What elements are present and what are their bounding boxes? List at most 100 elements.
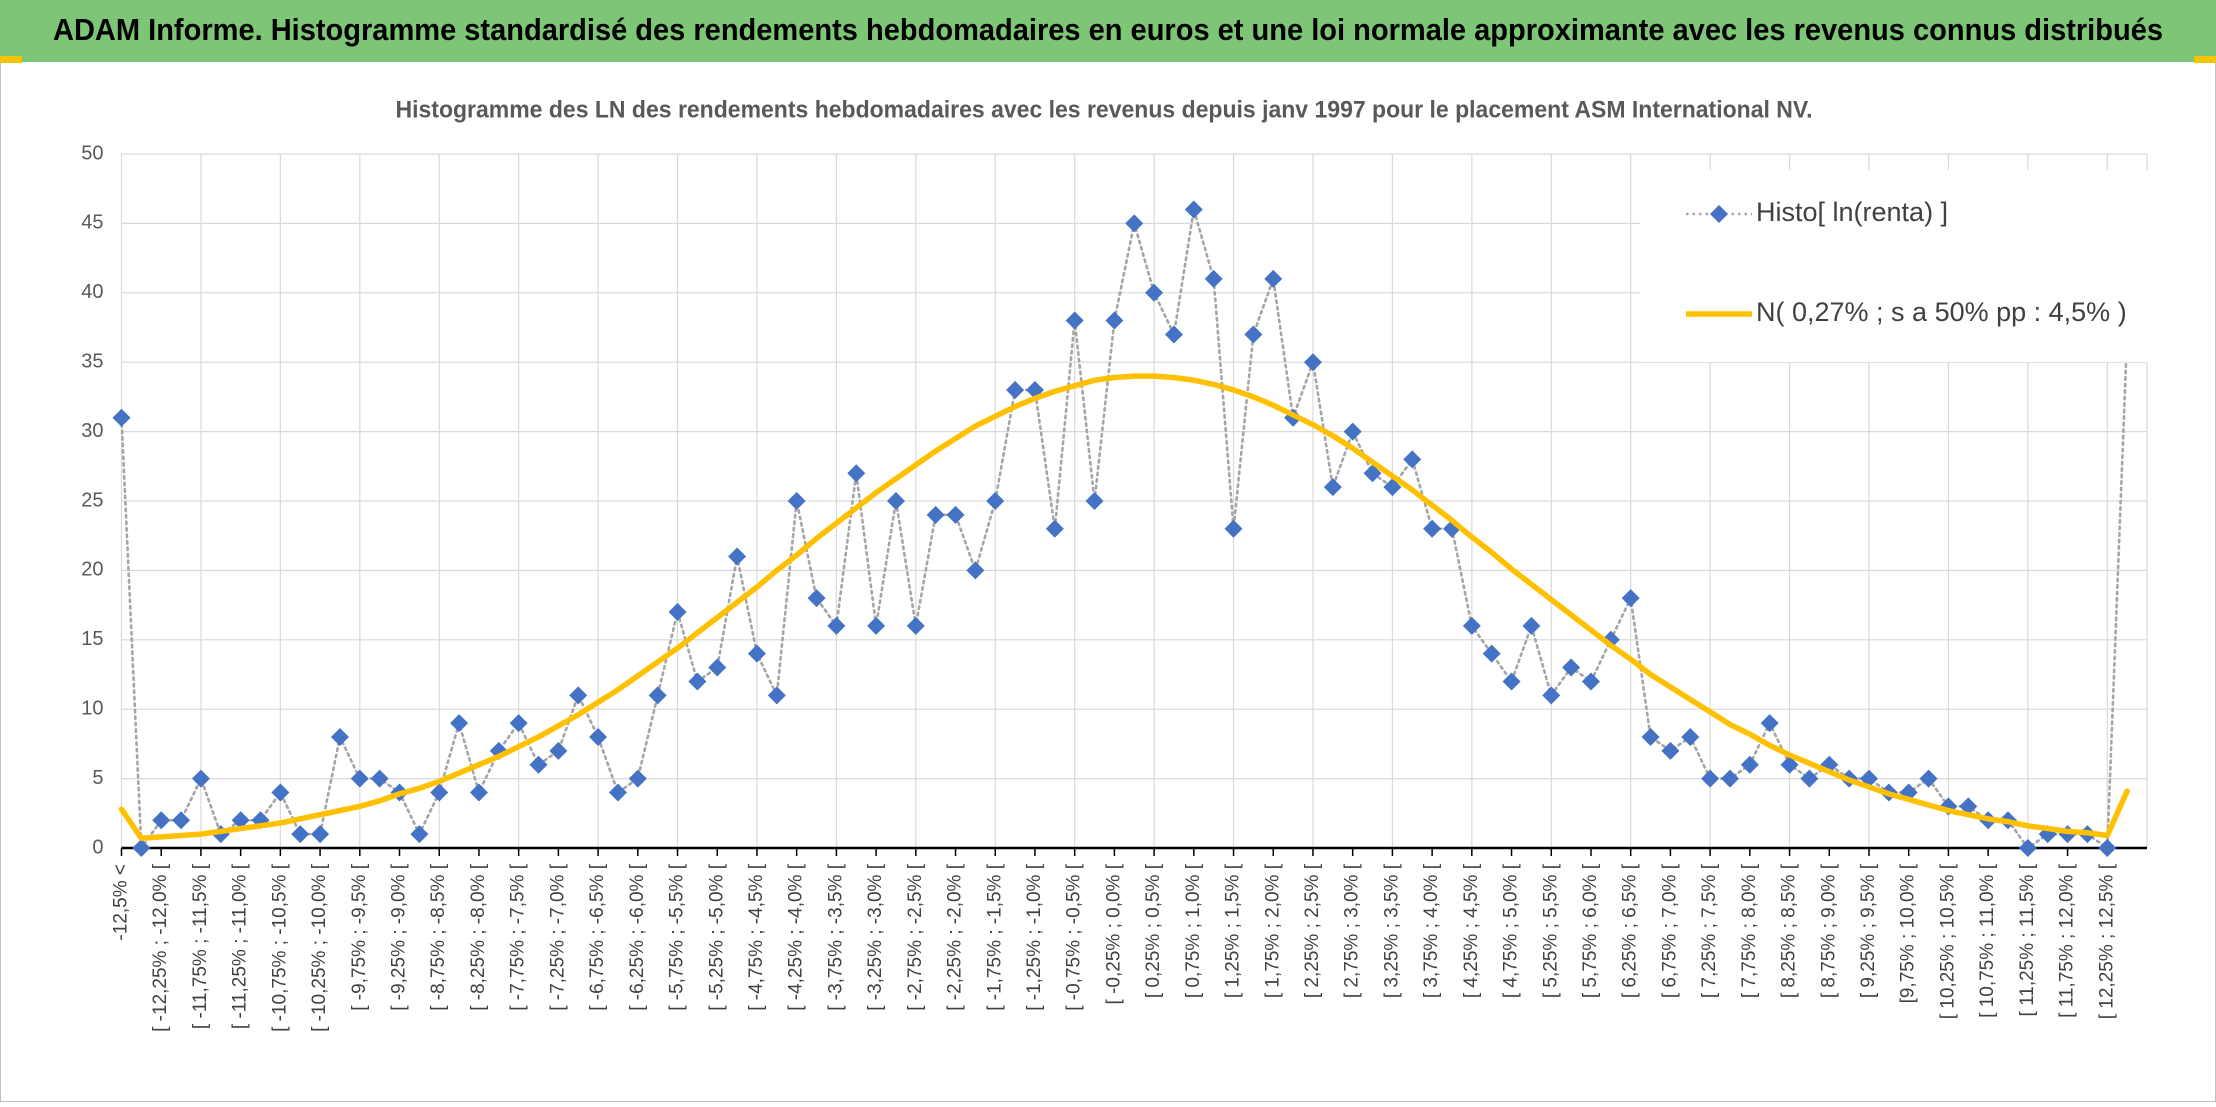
data-point (608, 783, 627, 802)
data-point (2098, 839, 2117, 857)
data-point (172, 811, 191, 830)
data-point (668, 603, 687, 622)
data-point (1105, 311, 1124, 330)
x-tick-label: [ 6,25% ; 6,5% [ (1620, 863, 1641, 998)
legend-box (1640, 170, 2212, 362)
y-tick-label: 30 (81, 420, 103, 442)
data-point (767, 686, 786, 705)
y-tick-label: 20 (81, 559, 103, 581)
x-tick-label: [ 0,25% ; 0,5% [ (1143, 863, 1164, 998)
x-tick-label: [ -0,25% ; 0,0% [ (1103, 863, 1124, 1004)
x-tick-label: [9,75% ; 10,0% [ (1898, 863, 1919, 1003)
data-point (926, 505, 945, 524)
x-tick-label: [ 1,25% ; 1,5% [ (1223, 863, 1244, 998)
data-point (1959, 797, 1978, 816)
x-tick-label: [ 7,75% ; 8,0% [ (1739, 863, 1760, 998)
data-point (1681, 727, 1700, 746)
x-tick-label: [ -0,75% ; -0,5% [ (1064, 863, 1085, 1011)
data-point (648, 686, 667, 705)
data-point (1919, 769, 1938, 788)
x-tick-label: [ -7,75% ; -7,5% [ (508, 863, 529, 1011)
x-tick-label: [ -2,25% ; -2,0% [ (945, 863, 966, 1011)
data-point (152, 811, 171, 830)
data-point (1323, 478, 1342, 497)
data-point (330, 727, 349, 746)
corner-tab (0, 56, 22, 63)
data-point (946, 505, 965, 524)
data-point (1740, 755, 1759, 774)
y-tick-label: 40 (81, 281, 103, 303)
series-line (118, 373, 2130, 842)
data-point (1562, 658, 1581, 677)
data-point (1224, 519, 1243, 538)
y-tick-label: 10 (81, 697, 103, 719)
data-point (1780, 755, 1799, 774)
data-point (1164, 325, 1183, 344)
y-tick-label: 5 (92, 767, 103, 789)
x-tick-label: [ 9,25% ; 9,5% [ (1858, 863, 1879, 998)
x-tick-label: [ -6,25% ; -6,0% [ (627, 863, 648, 1011)
data-point (469, 783, 488, 802)
x-tick-label: [ 2,25% ; 2,5% [ (1302, 863, 1323, 998)
x-tick-label: [ -4,75% ; -4,5% [ (746, 863, 767, 1011)
y-tick-label: 25 (81, 489, 103, 511)
data-point (906, 616, 925, 635)
data-point (708, 658, 727, 677)
x-tick-label: [ -9,25% ; -9,0% [ (389, 863, 410, 1011)
x-tick-label: [ 10,25% ; 10,5% [ (1937, 863, 1958, 1019)
data-point (1383, 478, 1402, 497)
x-tick-label: [ 3,25% ; 3,5% [ (1381, 863, 1402, 998)
legend: Histo[ ln(renta) ] N( 0,27% ; s a 50% pp … (1640, 170, 2212, 362)
x-tick-label: [ 5,25% ; 5,5% [ (1540, 863, 1561, 998)
x-tick-label: [ -12,25% ; -12,0% [ (150, 863, 171, 1032)
data-point (1502, 672, 1521, 691)
x-tick-label: [ -11,25% ; -11,0% [ (230, 863, 251, 1029)
data-point (1204, 269, 1223, 288)
header-title: ADAM Informe. Histogramme standardisé de… (53, 12, 2163, 47)
data-point (628, 769, 647, 788)
data-point (1065, 311, 1084, 330)
data-point (787, 492, 806, 510)
legend-label: Histo[ ln(renta) ] (1756, 197, 1948, 227)
plot-area (112, 200, 2137, 857)
data-point (350, 769, 369, 788)
data-point (986, 492, 1005, 510)
data-point (807, 589, 826, 608)
data-point (529, 755, 548, 774)
x-tick-label: [ -4,25% ; -4,0% [ (786, 863, 807, 1011)
x-tick-label: -12,5% < (111, 864, 132, 941)
data-point (847, 464, 866, 483)
data-point (1720, 769, 1739, 788)
data-point (1423, 519, 1442, 538)
data-point (1085, 492, 1104, 510)
data-point (827, 616, 846, 635)
data-point (549, 741, 568, 760)
data-point (271, 783, 290, 802)
x-tick-label: [ 2,75% ; 3,0% [ (1342, 863, 1363, 998)
data-point (1462, 616, 1481, 635)
data-point (191, 769, 210, 788)
data-point (1542, 686, 1561, 705)
x-tick-label: [ 8,75% ; 9,0% [ (1818, 863, 1839, 998)
data-point (1045, 519, 1064, 538)
x-tick-label: [ 4,25% ; 4,5% [ (1461, 863, 1482, 998)
data-point (132, 839, 151, 857)
data-point (1701, 769, 1720, 788)
y-tick-label: 15 (81, 628, 103, 650)
y-tick-label: 50 (81, 142, 103, 164)
data-point (1244, 325, 1263, 344)
data-point (728, 547, 747, 566)
x-tick-label: [ -10,75% ; -10,5% [ (269, 863, 290, 1032)
data-point (1006, 380, 1025, 399)
data-point (1760, 714, 1779, 733)
legend-marker (1710, 205, 1728, 223)
x-tick-label: [ 4,75% ; 5,0% [ (1501, 863, 1522, 998)
data-point (1264, 269, 1283, 288)
data-point (569, 686, 588, 705)
data-point (1661, 741, 1680, 760)
y-tick-label: 45 (81, 212, 103, 234)
x-tick-label: [ 1,75% ; 2,0% [ (1262, 863, 1283, 998)
x-tick-label: [ 5,75% ; 6,0% [ (1580, 863, 1601, 998)
